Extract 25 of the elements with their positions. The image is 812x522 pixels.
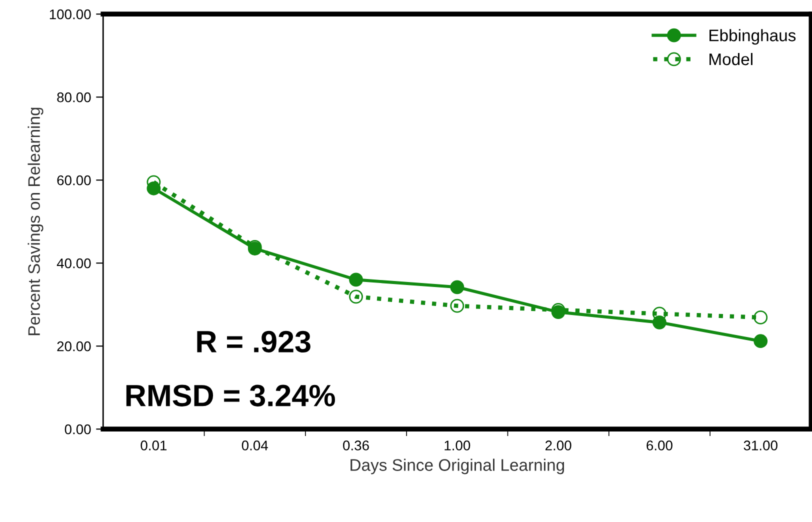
y-tick-label: 20.00 [57, 341, 91, 352]
legend-label: Ebbinghaus [710, 29, 796, 45]
y-axis-title: Percent Savings on Relearning [28, 108, 44, 336]
y-tick-label: 0.00 [64, 424, 91, 434]
x-tick-label: 6.00 [646, 440, 672, 450]
y-tick-label: 40.00 [56, 258, 91, 268]
x-tick-label: 2.00 [545, 440, 572, 450]
point [754, 334, 768, 348]
x-tick-label: 0.01 [140, 440, 167, 450]
x-axis-title: Days Since Original Learning [350, 458, 564, 474]
point [450, 298, 464, 313]
point [450, 280, 464, 294]
x-tick-label: 31.00 [744, 440, 778, 450]
x-tick-label: 1.00 [444, 440, 470, 450]
x-tick-label: 0.36 [343, 440, 369, 450]
y-tick-label: 100.00 [50, 9, 91, 20]
point [754, 310, 768, 324]
x-tick-label: 0.04 [242, 440, 268, 450]
annotation: RMSD = 3.24% [126, 384, 335, 406]
legend-label: Model [710, 52, 752, 66]
point [349, 290, 363, 304]
y-tick-label: 80.00 [57, 92, 91, 102]
y-tick-label: 60.00 [57, 175, 91, 186]
annotation: R = .923 [197, 330, 310, 353]
point [349, 272, 363, 287]
